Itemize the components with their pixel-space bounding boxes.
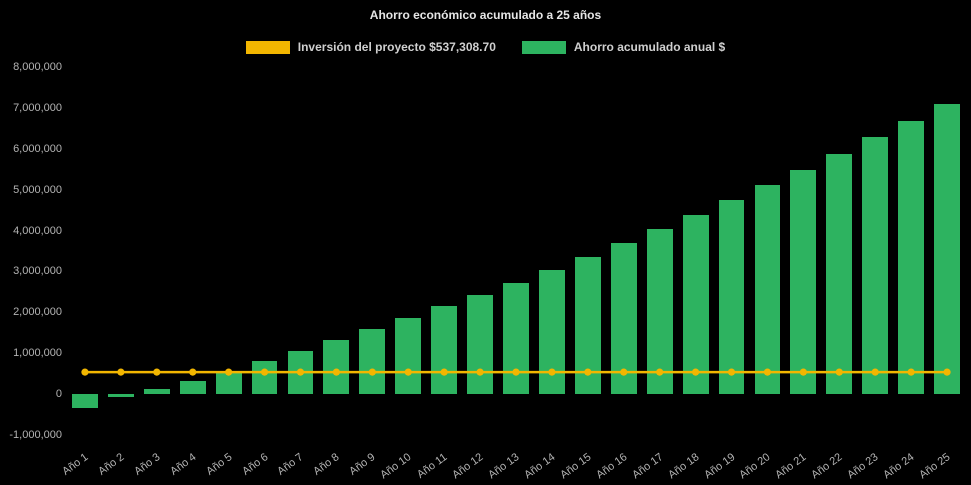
bar-año-24[interactable] [898, 120, 925, 395]
investment-line-marker[interactable] [225, 368, 233, 376]
y-axis-tick-label: -1,000,000 [9, 429, 62, 441]
bar-año-19[interactable] [718, 200, 745, 395]
investment-legend-label: Inversión del proyecto $537,308.70 [297, 40, 496, 54]
investment-line-marker[interactable] [584, 368, 592, 376]
investment-line-marker[interactable] [763, 368, 772, 376]
investment-line-marker[interactable] [835, 368, 843, 376]
bar-año-2[interactable] [107, 394, 134, 398]
bar-año-5[interactable] [215, 371, 242, 395]
investment-line-marker[interactable] [907, 368, 915, 376]
savings-legend-swatch [521, 40, 566, 54]
bar-año-21[interactable] [790, 169, 817, 395]
bar-año-23[interactable] [862, 137, 889, 395]
y-axis-tick-label: 2,000,000 [13, 306, 62, 319]
bar-año-11[interactable] [431, 306, 458, 395]
y-axis-tick-label: 4,000,000 [13, 224, 62, 237]
investment-line-marker[interactable] [81, 368, 89, 376]
bar-año-10[interactable] [395, 317, 422, 395]
bar-año-1[interactable] [72, 394, 98, 409]
legend-item-investment[interactable]: Inversión del proyecto $537,308.70 [245, 40, 496, 54]
investment-line-marker[interactable] [656, 368, 664, 376]
y-axis-tick-label: 1,000,000 [13, 347, 62, 360]
bar-año-18[interactable] [682, 215, 709, 395]
investment-line-marker[interactable] [476, 368, 484, 376]
y-axis-tick-label: 0 [55, 388, 62, 401]
investment-line-marker[interactable] [117, 368, 125, 376]
y-axis-tick-label: 5,000,000 [13, 183, 62, 196]
investment-line-marker[interactable] [692, 368, 700, 376]
chart-title: Ahorro económico acumulado a 25 años [369, 8, 602, 22]
bar-año-9[interactable] [359, 328, 386, 395]
investment-line-marker[interactable] [943, 368, 951, 376]
y-axis-tick-label: 3,000,000 [13, 265, 62, 278]
investment-line-marker[interactable] [189, 368, 197, 376]
investment-line-marker[interactable] [404, 368, 412, 376]
bar-año-12[interactable] [467, 294, 493, 395]
bar-año-25[interactable] [934, 103, 960, 395]
bar-año-4[interactable] [179, 381, 206, 395]
investment-line-marker[interactable] [512, 368, 520, 376]
investment-line-marker[interactable] [153, 368, 161, 376]
investment-legend-swatch [245, 40, 290, 54]
investment-line-marker[interactable] [440, 368, 448, 376]
investment-line-marker[interactable] [799, 368, 807, 376]
y-axis-tick-label: 8,000,000 [13, 61, 62, 73]
bar-año-22[interactable] [826, 153, 853, 395]
savings-legend-label: Ahorro acumulado anual $ [573, 40, 726, 54]
investment-line-marker[interactable] [296, 368, 305, 376]
bar-año-17[interactable] [646, 229, 673, 395]
bar-año-20[interactable] [754, 185, 781, 395]
bar-año-8[interactable] [323, 339, 350, 395]
investment-line-marker[interactable] [620, 368, 628, 376]
y-axis-tick-label: 6,000,000 [13, 142, 62, 155]
investment-line-marker[interactable] [871, 368, 879, 376]
investment-line-marker[interactable] [368, 368, 376, 376]
investment-line-marker[interactable] [260, 368, 269, 376]
investment-line-marker[interactable] [548, 368, 556, 376]
investment-line-marker[interactable] [727, 368, 736, 376]
y-axis-tick-label: 7,000,000 [13, 101, 62, 114]
bar-año-6[interactable] [251, 360, 278, 395]
investment-line-marker[interactable] [332, 368, 340, 376]
chart-legend: Inversión del proyecto $537,308.70 Ahorr… [0, 40, 971, 54]
legend-item-savings[interactable]: Ahorro acumulado anual $ [521, 40, 726, 54]
bar-año-3[interactable] [143, 389, 170, 395]
